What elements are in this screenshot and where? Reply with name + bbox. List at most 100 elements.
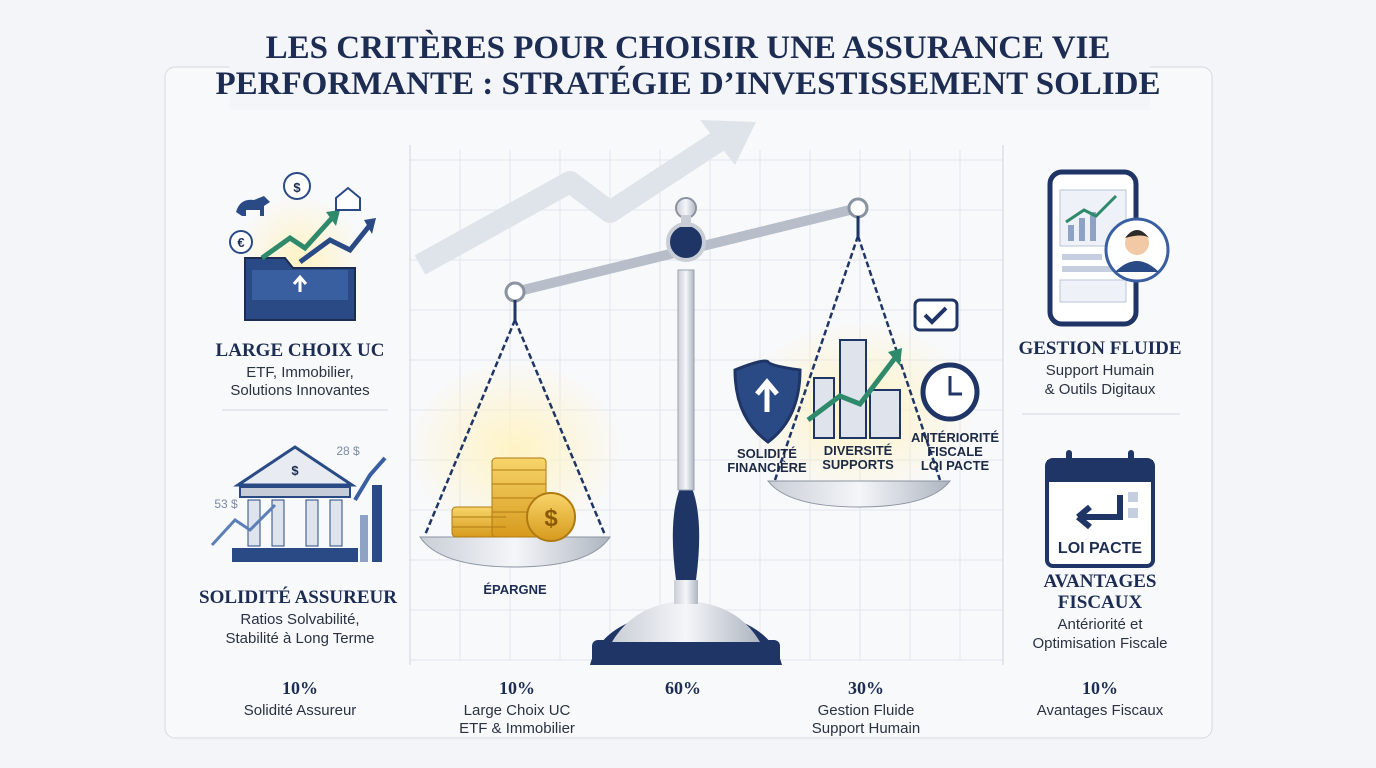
phone-icon-part <box>1125 230 1149 238</box>
calendar-icon-part <box>1076 495 1123 530</box>
label: SOLIDITÉ <box>737 446 797 461</box>
investment-icon-part <box>229 230 253 254</box>
bank-icon: $ 28 $ 53 $ <box>210 444 387 562</box>
label: ANTÉRIORITÉ <box>911 430 999 445</box>
label: Solutions Innovantes <box>230 382 369 399</box>
phone-icon-part <box>1062 266 1118 272</box>
balance-scale-part <box>592 640 780 665</box>
phone-icon-part <box>1079 218 1085 241</box>
balance-scale-part <box>766 480 952 508</box>
label: $ <box>291 463 299 478</box>
phone-icon-part <box>1059 279 1127 303</box>
calendar-icon-part <box>1047 460 1153 482</box>
label: SOLIDITÉ ASSUREUR <box>199 586 397 608</box>
label: & Outils Digitaux <box>1045 381 1156 398</box>
phone-icon-part <box>1090 212 1096 241</box>
criteria-icons-part <box>948 376 962 396</box>
investment-icon-part <box>292 274 308 292</box>
share-label: Support Humain <box>812 720 920 737</box>
bank-icon-part <box>239 486 351 498</box>
calendar-icon-part <box>1128 492 1138 502</box>
label: FINANCIÈRE <box>727 460 807 475</box>
label: Optimisation Fiscale <box>1032 635 1167 652</box>
share-label: ETF & Immobilier <box>459 720 575 737</box>
phone-icon <box>1047 169 1170 327</box>
footer: 10% Solidité Assureur 10% Large Choix UCETF… <box>244 678 1164 737</box>
criteria-icons-part <box>806 356 897 422</box>
criteria-icons-part <box>869 389 901 439</box>
balance-scale-part <box>612 602 760 642</box>
share: 10% <box>282 678 318 698</box>
label: Ratios Solvabilité, <box>240 611 359 628</box>
share: 10% <box>1082 678 1118 698</box>
trend-arrow-part <box>700 120 756 165</box>
bank-icon-part <box>305 499 319 547</box>
investment-icon-part <box>260 216 334 261</box>
phone-icon-part <box>1068 225 1074 241</box>
bank-icon-part <box>329 499 343 547</box>
label: Antériorité et <box>1057 616 1143 633</box>
balance-scale-part <box>504 281 526 303</box>
coins-part <box>526 492 576 542</box>
criteria-icons-part <box>923 306 948 325</box>
panel: GESTION FLUIDE Support Humain & Outils D… <box>1018 338 1181 398</box>
balance-scale-part <box>674 580 698 604</box>
criteria-icons-part <box>913 298 959 332</box>
balance-scale-part <box>847 197 869 219</box>
bank-icon-part <box>353 456 387 502</box>
balance-scale-part <box>405 360 625 540</box>
bank-icon-part <box>271 499 285 547</box>
investment-icon: € $ <box>229 172 376 325</box>
phone-icon-part <box>1062 254 1102 260</box>
label: FISCALE <box>927 444 983 459</box>
label: 28 $ <box>336 444 360 458</box>
share: 30% <box>848 678 884 698</box>
label: AVANTAGES <box>1044 571 1157 592</box>
bank-icon-part <box>247 499 261 547</box>
balance-scale: $ ÉPARGNE SOLIDITÉ FINANCIÈRE DIVERSITÉ … <box>405 197 999 665</box>
balance-scale-part <box>681 215 691 227</box>
calendar-icon-part <box>1128 450 1134 470</box>
criteria-icons-part <box>888 348 902 366</box>
label: GESTION FLUIDE <box>1018 338 1181 359</box>
phone-icon-part <box>1115 261 1159 272</box>
label: Support Humain <box>1046 362 1154 379</box>
title-backdrop <box>230 30 1150 110</box>
share-label: Large Choix UC <box>464 702 571 719</box>
criteria-icons-part <box>755 378 779 412</box>
label: LARGE CHOIX UC <box>216 340 385 361</box>
label: ÉPARGNE <box>483 582 547 597</box>
investment-icon-part <box>326 210 340 226</box>
criteria-icons <box>733 298 980 444</box>
bank-icon-part <box>233 445 357 487</box>
balance-scale-part-part <box>773 235 860 481</box>
label: $ <box>544 505 558 532</box>
calendar-icon: LOI PACTE <box>1045 450 1155 568</box>
investment-icon-part <box>364 218 376 234</box>
balance-scale-part <box>419 536 611 568</box>
investment-icon-part <box>283 172 311 200</box>
criteria-labels: SOLIDITÉ FINANCIÈRE DIVERSITÉ SUPPORTS A… <box>727 430 999 475</box>
label: Stabilité à Long Terme <box>226 630 375 647</box>
balance-scale-part <box>677 269 695 491</box>
balance-scale-part <box>666 222 706 262</box>
share: 60% <box>665 678 701 698</box>
panel: LARGE CHOIX UC ETF, Immobilier, Solution… <box>216 340 385 399</box>
calendar-icon-part <box>1066 450 1072 470</box>
coins: $ <box>451 457 576 542</box>
share-label: Gestion Fluide <box>818 702 915 719</box>
phone-icon-part <box>1125 231 1149 255</box>
phone-icon-part <box>1065 194 1118 224</box>
label: ETF, Immobilier, <box>246 364 354 381</box>
share: 10% <box>499 678 535 698</box>
label: SUPPORTS <box>822 457 894 472</box>
investment-icon-part <box>335 186 361 211</box>
balance-scale-part <box>672 488 700 580</box>
label: 53 $ <box>214 497 238 511</box>
balance-scale-part-part <box>423 319 517 536</box>
bank-icon-part <box>372 485 382 562</box>
share-label: Avantages Fiscaux <box>1037 702 1164 719</box>
trend-arrow <box>414 120 756 275</box>
bank-icon-part <box>210 503 277 547</box>
